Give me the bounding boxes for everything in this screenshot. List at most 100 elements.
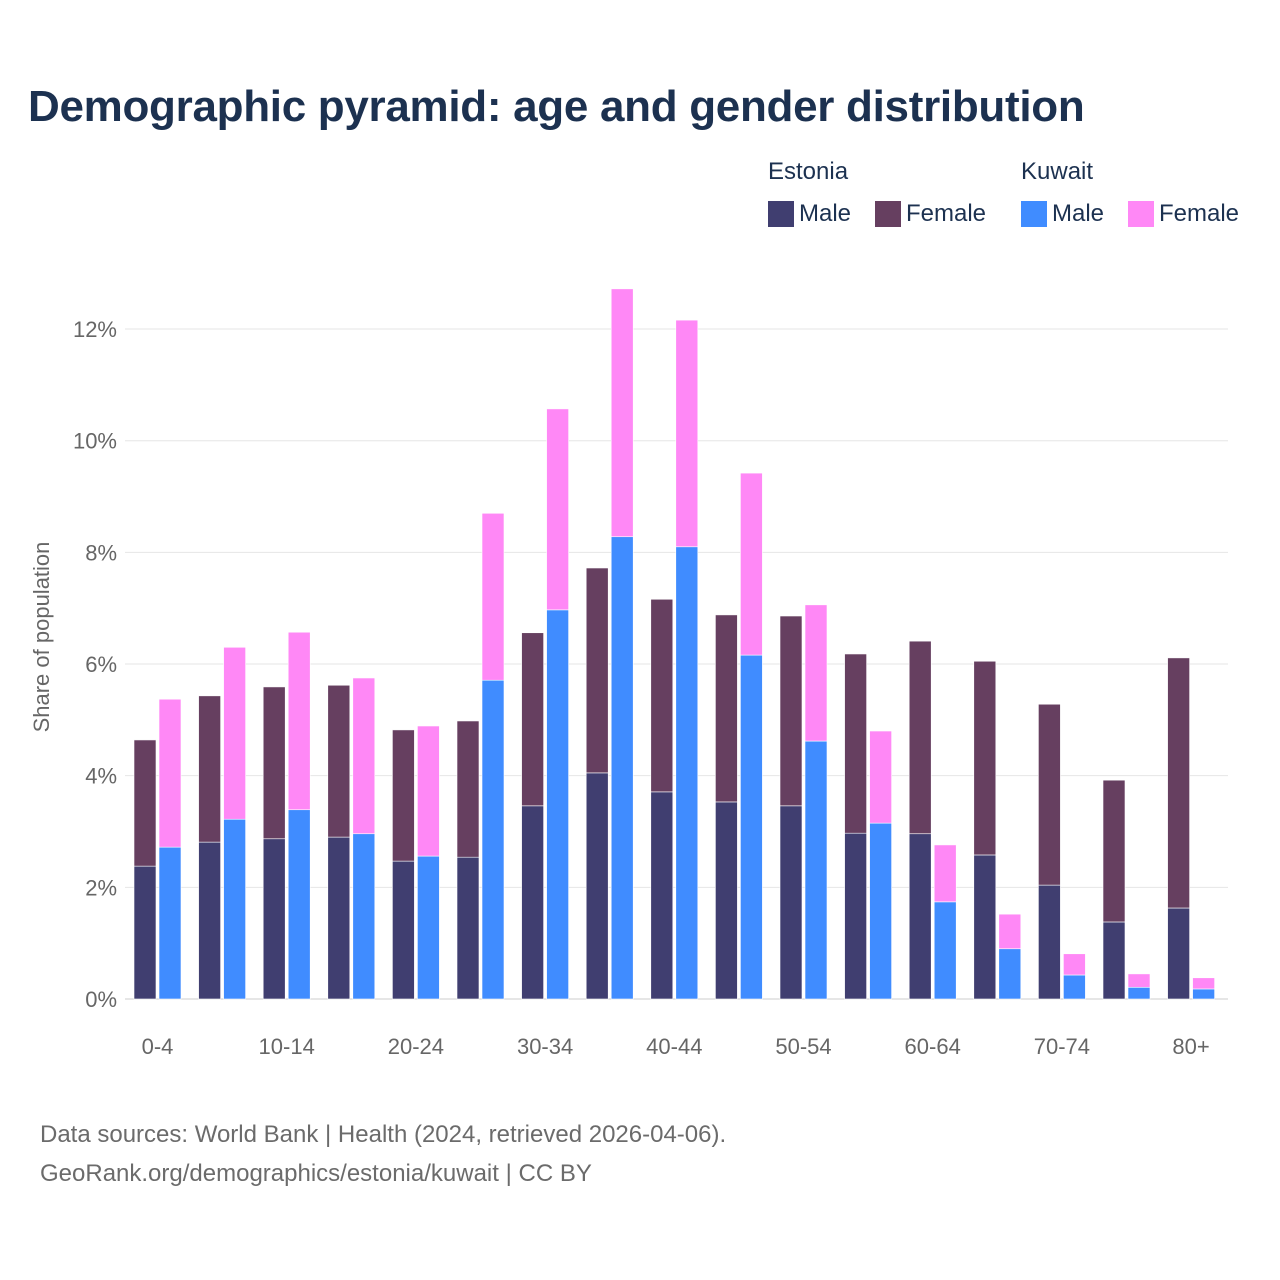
chart-title: Demographic pyramid: age and gender dist…	[28, 82, 1085, 131]
bar-estonia-female	[585, 567, 609, 774]
bar-kuwait-female	[675, 319, 699, 548]
bar-kuwait-female	[352, 677, 376, 835]
bar-kuwait-male	[1192, 988, 1215, 1000]
bar-kuwait-female	[1063, 953, 1086, 976]
bar-estonia-male	[973, 854, 997, 1000]
legend-group-kuwait: Kuwait	[1021, 158, 1094, 185]
x-tick-label: 70-74	[1034, 1034, 1090, 1059]
x-tick-label: 30-34	[517, 1034, 573, 1059]
bar-estonia-male	[262, 838, 286, 1000]
bar-kuwait-female	[546, 408, 569, 611]
bar-estonia-female	[779, 615, 803, 807]
bar-estonia-female	[1102, 779, 1126, 923]
bar-estonia-male	[779, 805, 803, 1000]
footer: Data sources: World Bank | Health (2024,…	[40, 1115, 726, 1193]
bar-kuwait-female	[610, 288, 634, 538]
bar-estonia-male	[650, 791, 674, 1000]
legend-label: Female	[1159, 200, 1240, 227]
bar-kuwait-male	[223, 818, 246, 1000]
bar-kuwait-male	[998, 948, 1022, 1000]
legend-group-estonia: Estonia	[768, 158, 849, 185]
y-tick-label: 10%	[73, 429, 117, 454]
bar-estonia-male	[521, 805, 544, 1000]
bar-kuwait-female	[998, 913, 1022, 950]
bar-estonia-female	[844, 653, 867, 834]
bar-kuwait-female	[869, 730, 892, 824]
legend-swatch	[1021, 201, 1047, 227]
bar-estonia-female	[133, 739, 157, 867]
bar-kuwait-female	[804, 604, 828, 742]
bar-kuwait-female	[158, 698, 182, 848]
bar-kuwait-male	[1127, 986, 1151, 1000]
bar-kuwait-female	[287, 631, 311, 811]
bar-estonia-female	[650, 598, 674, 793]
legend-label: Male	[799, 200, 852, 227]
bar-estonia-male	[133, 865, 157, 1000]
bar-estonia-male	[1038, 884, 1061, 1000]
legend-label: Female	[906, 200, 987, 227]
bar-kuwait-male	[158, 846, 182, 1000]
bar-estonia-male	[456, 856, 480, 1000]
bar-kuwait-female	[223, 646, 246, 820]
x-tick-label: 50-54	[775, 1034, 831, 1059]
bar-estonia-female	[973, 660, 997, 856]
footer-source: Data sources: World Bank | Health (2024,…	[40, 1121, 727, 1148]
legend-swatch	[768, 201, 794, 227]
y-tick-label: 8%	[85, 540, 117, 565]
bar-kuwait-male	[610, 536, 634, 1000]
bar-estonia-male	[1102, 921, 1126, 1000]
bar-estonia-female	[198, 695, 221, 843]
bar-kuwait-female	[417, 725, 440, 857]
bar-kuwait-female	[1127, 973, 1151, 988]
footer-credit: GeoRank.org/demographics/estonia/kuwait …	[40, 1160, 592, 1187]
bar-estonia-female	[1038, 703, 1061, 886]
legend-estonia-female[interactable]: Female	[875, 200, 986, 228]
bar-estonia-male	[1167, 907, 1190, 1000]
bar-kuwait-male	[933, 901, 957, 1000]
bar-estonia-female	[1167, 657, 1190, 909]
bar-kuwait-female	[933, 844, 957, 903]
y-tick-label: 2%	[85, 875, 117, 900]
bar-estonia-female	[392, 729, 415, 862]
bar-estonia-female	[327, 684, 351, 838]
bar-kuwait-male	[1063, 974, 1086, 1000]
bar-estonia-female	[908, 640, 932, 835]
bar-kuwait-male	[352, 833, 376, 1000]
bar-kuwait-female	[481, 512, 505, 681]
bar-estonia-female	[715, 614, 738, 803]
x-tick-label: 60-64	[905, 1034, 961, 1059]
x-tick-label: 80+	[1172, 1034, 1209, 1059]
bar-estonia-male	[844, 832, 867, 1000]
y-tick-label: 4%	[85, 764, 117, 789]
bar-kuwait-male	[869, 822, 892, 1000]
bar-kuwait-male	[740, 654, 763, 1000]
y-tick-label: 12%	[73, 317, 117, 342]
bar-kuwait-male	[675, 546, 699, 1000]
bar-kuwait-male	[546, 609, 569, 1000]
x-tick-label: 10-14	[259, 1034, 315, 1059]
legend-swatch	[1128, 201, 1154, 227]
x-tick-label: 0-4	[142, 1034, 174, 1059]
x-tick-label: 20-24	[388, 1034, 444, 1059]
y-tick-label: 6%	[85, 652, 117, 677]
legend-estonia-male[interactable]: Male	[768, 200, 851, 228]
bar-kuwait-male	[417, 855, 440, 1000]
bar-estonia-male	[585, 772, 609, 1000]
legend-swatch	[875, 201, 901, 227]
legend-label: Male	[1052, 200, 1105, 227]
legend-kuwait-female[interactable]: Female	[1128, 200, 1239, 228]
bar-estonia-female	[456, 720, 480, 858]
bar-estonia-male	[327, 836, 351, 1000]
bar-estonia-female	[262, 686, 286, 840]
bar-kuwait-male	[287, 809, 311, 1000]
bar-kuwait-male	[804, 740, 828, 1000]
bar-estonia-male	[392, 860, 415, 1000]
x-tick-label: 40-44	[646, 1034, 702, 1059]
legend-kuwait-male[interactable]: Male	[1021, 200, 1104, 228]
bar-kuwait-male	[481, 679, 505, 1000]
y-tick-label: 0%	[85, 987, 117, 1012]
bar-estonia-male	[198, 841, 221, 1000]
bar-kuwait-female	[740, 472, 763, 656]
bar-estonia-female	[521, 632, 544, 807]
